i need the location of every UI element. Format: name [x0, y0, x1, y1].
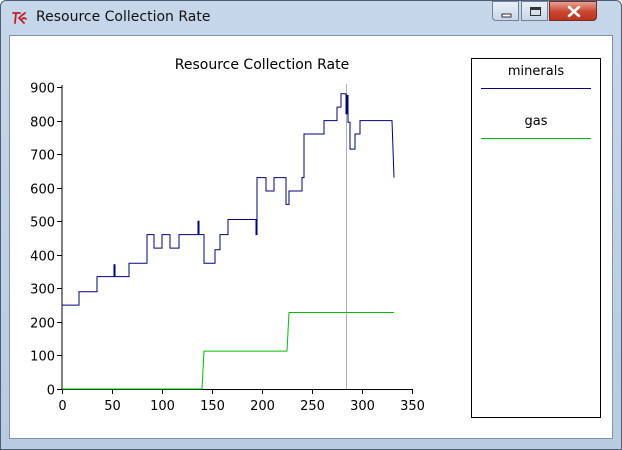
- y-tick-label: 400: [30, 250, 55, 265]
- x-tick-label: 250: [300, 399, 325, 414]
- x-tick-label: 200: [250, 399, 275, 414]
- maximize-button[interactable]: [521, 1, 548, 21]
- tk-feather-icon: [12, 12, 27, 24]
- chart-area: Resource Collection Rate0100200300400500…: [30, 57, 425, 414]
- x-tick-label: 150: [200, 399, 225, 414]
- y-tick-label: 700: [30, 149, 55, 164]
- y-tick-label: 300: [30, 283, 55, 298]
- maximize-icon: [530, 7, 541, 16]
- series-line-gas: [62, 312, 394, 390]
- close-button[interactable]: [549, 1, 597, 21]
- x-tick-label: 100: [150, 399, 175, 414]
- legend-canvas: minerals gas: [481, 64, 591, 139]
- plot-canvas: Resource Collection Rate 0 100 200 300 400 500…: [9, 35, 613, 439]
- y-tick-label: 0: [47, 384, 55, 399]
- legend-label-minerals: minerals: [508, 64, 564, 79]
- y-tick-label: 800: [30, 116, 55, 131]
- x-tick-label: 300: [350, 399, 375, 414]
- minimize-icon: [501, 13, 512, 18]
- legend-label-gas: gas: [525, 114, 548, 129]
- x-tick-label: 350: [400, 399, 425, 414]
- y-tick-label: 900: [30, 82, 55, 97]
- y-tick-label: 200: [30, 317, 55, 332]
- series-line-minerals: [62, 93, 395, 306]
- window-title: Resource Collection Rate: [36, 9, 211, 25]
- chart-title: Resource Collection Rate: [175, 57, 349, 73]
- x-tick-label: 50: [104, 399, 121, 414]
- y-tick-label: 600: [30, 183, 55, 198]
- title-bar[interactable]: Resource Collection Rate: [1, 1, 621, 35]
- x-tick-label: 0: [58, 399, 66, 414]
- y-tick-label: 100: [30, 350, 55, 365]
- y-tick-label: 500: [30, 216, 55, 231]
- legend: minerals gas: [471, 58, 601, 418]
- minimize-button[interactable]: [492, 1, 519, 21]
- close-icon: [567, 5, 581, 18]
